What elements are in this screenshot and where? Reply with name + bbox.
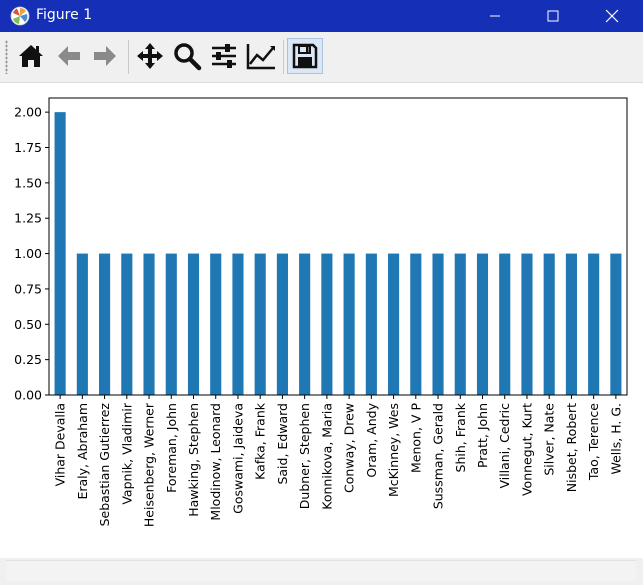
status-bar: [0, 558, 643, 585]
chart-bar: [410, 253, 422, 395]
window-title: Figure 1: [36, 7, 93, 23]
chart-bar: [343, 253, 355, 395]
subplots-button[interactable]: [206, 38, 242, 74]
toolbar-separator: [128, 40, 129, 74]
chart-bar: [54, 112, 66, 395]
chart-bar: [254, 253, 266, 395]
x-tick-label: Villani, Cedric: [497, 403, 512, 489]
x-tick-label: Wells, H. G.: [608, 403, 623, 475]
y-tick-label: 1.25: [14, 211, 42, 226]
chart-bar: [165, 253, 177, 395]
chart-bar: [454, 253, 466, 395]
toolbar-separator: [283, 40, 284, 74]
chart-bar: [187, 253, 200, 395]
x-tick-label: Sussman, Gerald: [431, 403, 446, 509]
maximize-button[interactable]: [524, 0, 582, 32]
chart-bar: [232, 253, 244, 395]
x-tick-label: Vihar Devalla: [53, 403, 68, 486]
x-tick-label: Goswami, Jaideva: [230, 403, 245, 514]
x-tick-label: Dubner, Stephen: [297, 403, 312, 509]
back-arrow-icon: [58, 46, 80, 66]
chart-bar: [610, 253, 622, 395]
chart-bar: [476, 253, 489, 395]
close-button[interactable]: [583, 0, 641, 32]
y-tick-label: 0.00: [14, 388, 42, 403]
close-icon: [605, 9, 619, 23]
x-tick-label: Vapnik, Vladimir: [119, 402, 134, 504]
chart-bar: [432, 253, 444, 395]
x-tick-label: McKinney, Wes: [386, 403, 401, 497]
y-tick-label: 1.75: [14, 140, 42, 155]
figure-canvas[interactable]: 0.00 0.25 0.50 0.75 1.00 1.25 1.50 1.75 2.00 Viha…: [0, 83, 643, 558]
subplots-icon: [212, 44, 236, 68]
pan-button[interactable]: [132, 38, 168, 74]
chart-bar: [76, 253, 88, 395]
chart-bar: [588, 253, 600, 395]
x-tick-label: Vonnegut, Kurt: [519, 403, 534, 496]
chart-bar: [499, 253, 511, 395]
x-tick-label: Foreman, John: [164, 403, 179, 493]
forward-button[interactable]: [87, 38, 123, 74]
chart-bar: [565, 253, 577, 395]
chart-bar: [121, 253, 133, 395]
plot-area-frame: [48, 97, 628, 396]
toolbar-grip[interactable]: [5, 40, 8, 74]
x-tick-label: Kafka, Frank: [253, 402, 268, 480]
minimize-icon: [490, 15, 500, 17]
chart-bar: [99, 253, 111, 395]
home-button[interactable]: [13, 38, 49, 74]
chart-bar: [210, 253, 222, 395]
x-tick-label: Silver, Nate: [542, 403, 557, 476]
y-tick-label: 2.00: [14, 105, 42, 120]
y-tick-label: 1.50: [14, 175, 42, 190]
maximize-icon: [547, 10, 559, 22]
pan-icon: [137, 43, 163, 69]
x-tick-label: Said, Edward: [275, 403, 290, 485]
x-tick-label: Sebastian Gutierrez: [97, 403, 112, 527]
chart-bar: [321, 253, 333, 395]
x-tick-label: Shih, Frank: [453, 402, 468, 472]
x-tick-label: Eraly, Abraham: [75, 403, 90, 500]
y-tick-label: 0.75: [14, 281, 42, 296]
chart-bar: [365, 253, 377, 395]
chart-bar: [299, 253, 311, 395]
x-tick-label: Konnikova, Maria: [319, 403, 334, 510]
zoom-button[interactable]: [169, 38, 205, 74]
x-tick-label: Mlodinow, Leonard: [208, 403, 223, 521]
back-button[interactable]: [51, 38, 87, 74]
chart-bar: [276, 253, 288, 395]
chart-bar: [143, 253, 155, 395]
edit-axes-button[interactable]: [243, 38, 279, 74]
save-button[interactable]: [287, 38, 323, 74]
x-tick-label: Tao, Terence: [586, 403, 601, 481]
x-tick-label: Nisbet, Robert: [564, 403, 579, 492]
x-tick-label: Hawking, Stephen: [186, 403, 201, 517]
title-bar: Figure 1: [0, 0, 643, 32]
minimize-button[interactable]: [466, 0, 524, 32]
y-tick-label: 1.00: [14, 246, 42, 261]
navigation-toolbar: [0, 32, 643, 83]
y-tick-label: 0.25: [14, 352, 42, 367]
x-tick-label: Oram, Andy: [364, 402, 379, 477]
x-tick-label: Heisenberg, Werner: [142, 402, 157, 527]
home-icon: [19, 45, 43, 67]
save-icon: [292, 43, 318, 69]
matplotlib-logo-icon: [10, 6, 30, 26]
y-tick-label: 0.50: [14, 317, 42, 332]
chart-bar: [521, 253, 533, 395]
x-tick-label: Menon, V P: [408, 403, 423, 473]
x-tick-label: Conway, Drew: [342, 403, 357, 493]
x-tick-label: Pratt, John: [475, 403, 490, 468]
zoom-icon: [174, 43, 202, 71]
coordinate-readout: [6, 560, 636, 581]
chart-bar: [388, 253, 400, 395]
chart-bar: [543, 253, 555, 395]
axes-edit-icon: [246, 44, 275, 70]
bar-chart: 0.00 0.25 0.50 0.75 1.00 1.25 1.50 1.75 2.00 Viha…: [14, 97, 628, 527]
forward-arrow-icon: [94, 46, 116, 66]
